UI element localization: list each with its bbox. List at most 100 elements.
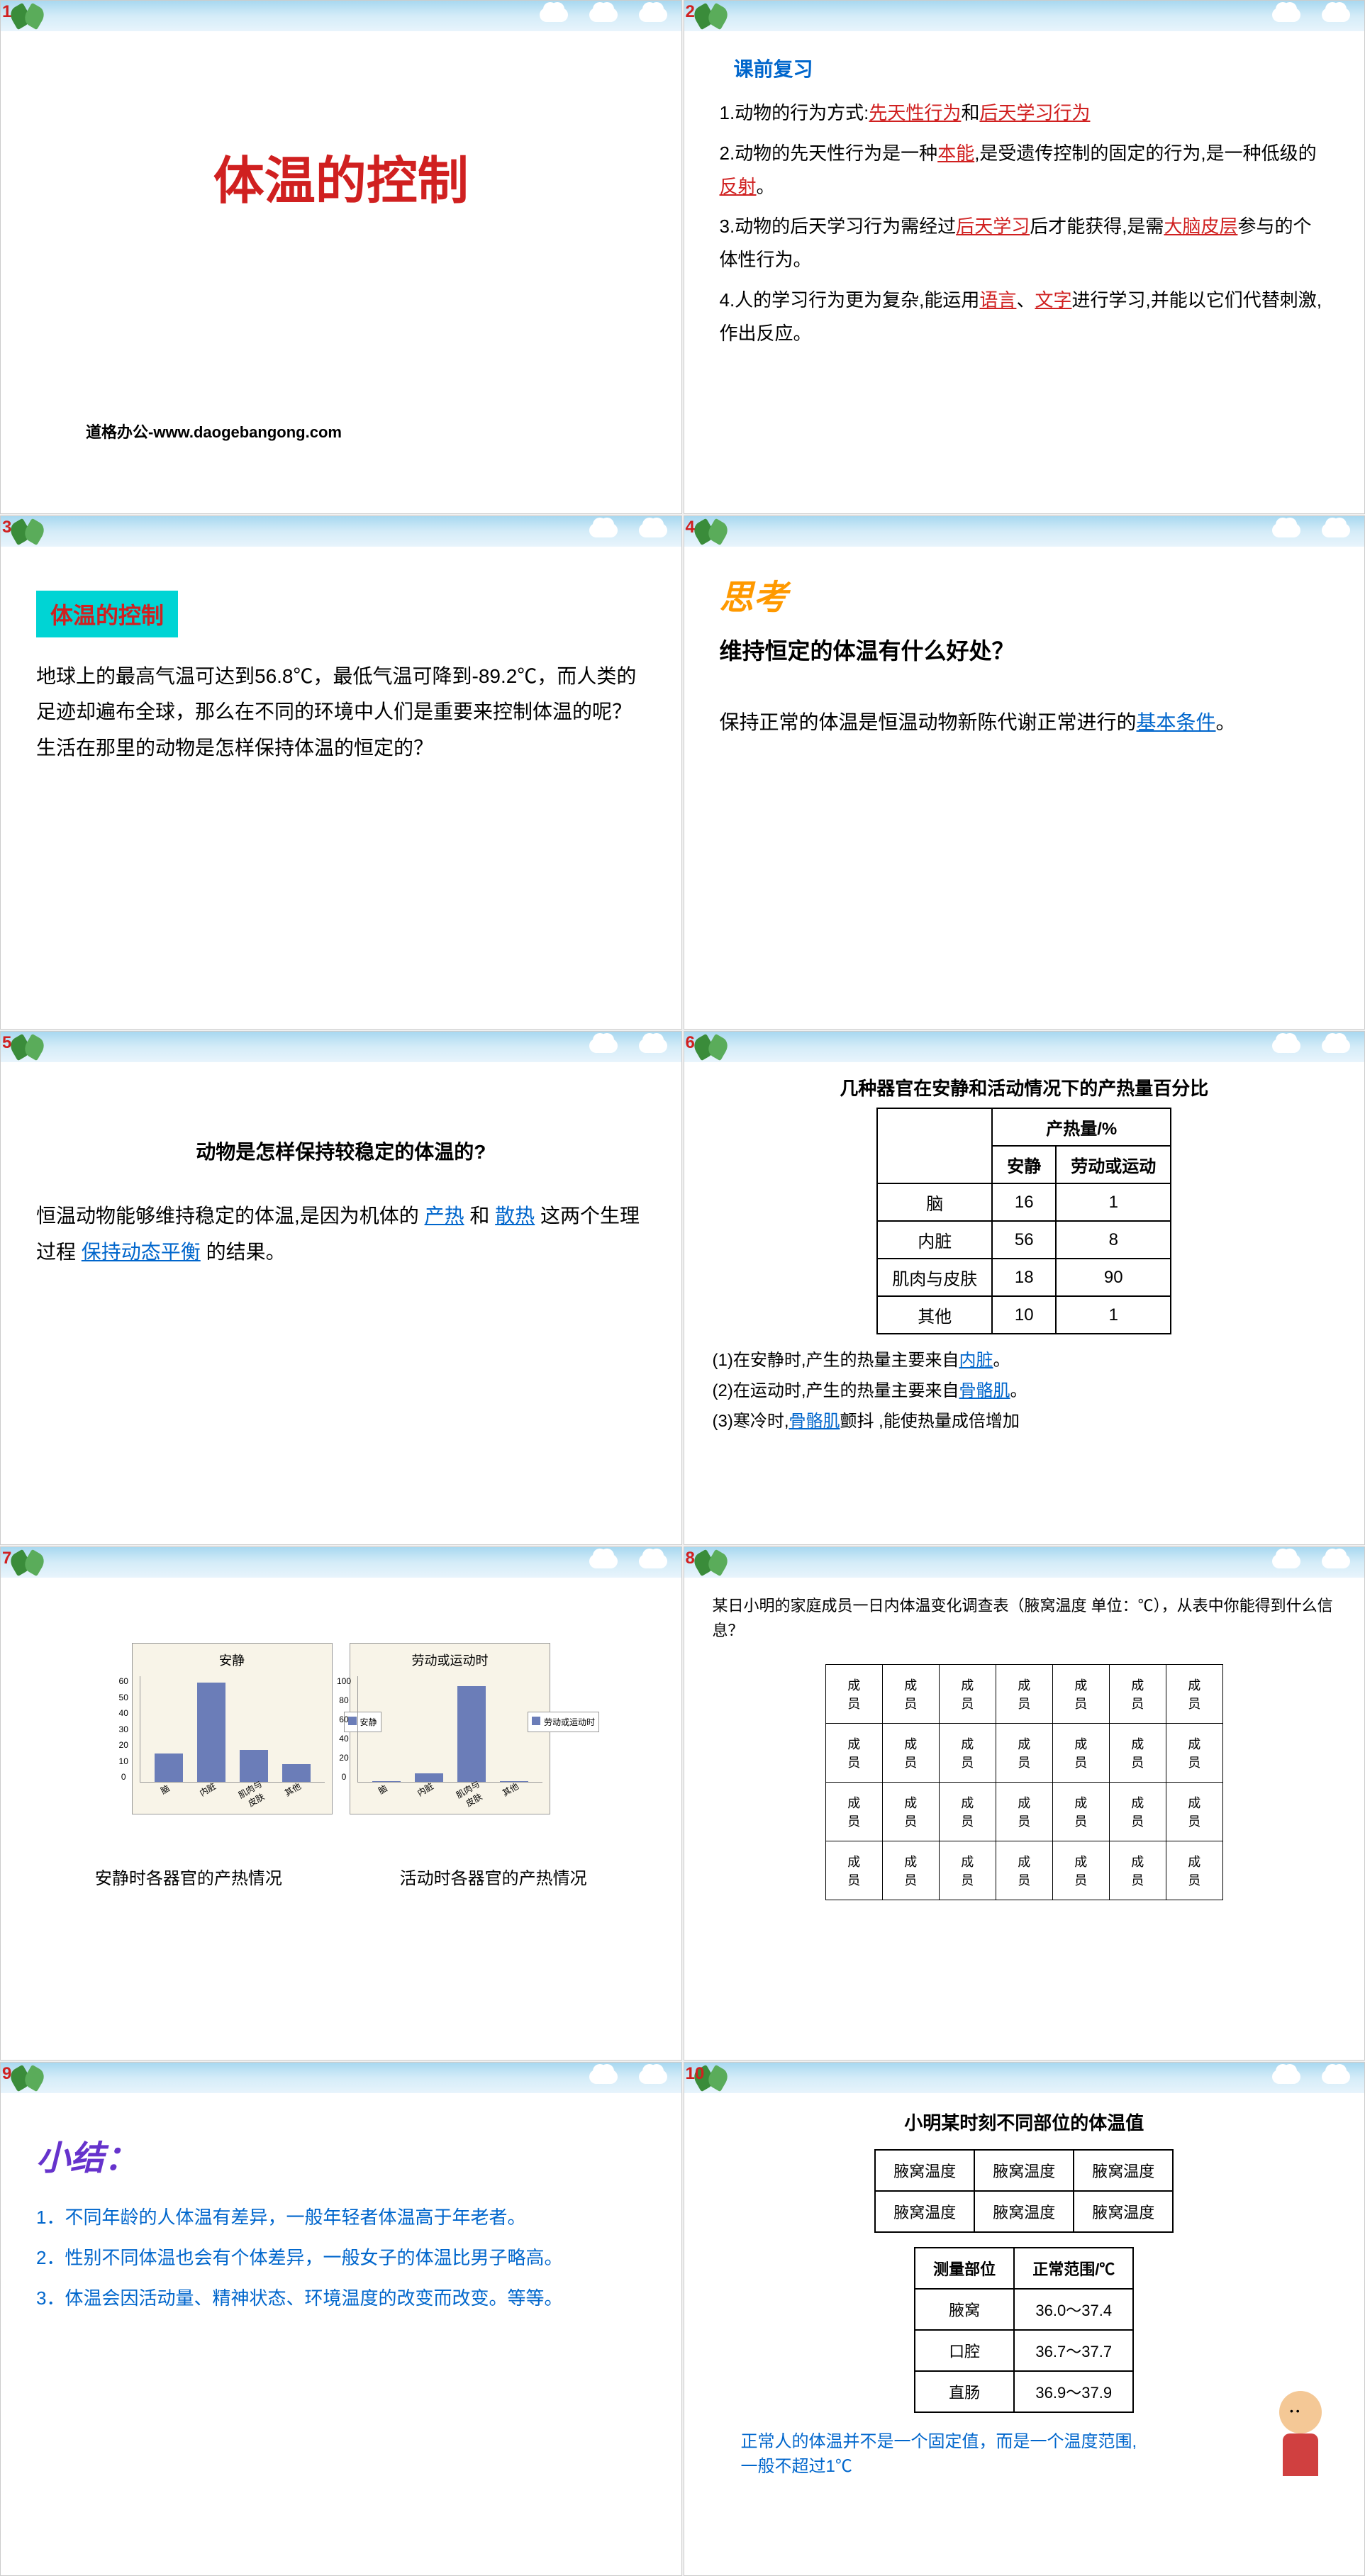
main-title: 体温的控制 xyxy=(1,139,681,213)
slide-number: 8 xyxy=(686,1549,695,1568)
header-bar xyxy=(1,1547,681,1579)
clouds-icon xyxy=(589,523,667,537)
table-row: 直肠36.9～37.9 xyxy=(915,2371,1133,2412)
slide-4: 4 思考 维持恒定的体温有什么好处？ 保持正常的体温是恒温动物新陈代谢正常进行的… xyxy=(684,515,1365,1030)
slide-grid: 1 体温的控制 道格办公-www.daogebangong.com 2 课前复习… xyxy=(0,0,1365,2576)
header-bar xyxy=(1,2063,681,2095)
note-item: (3)寒冷时,骨骼肌颤抖 ,能使热量成倍增加 xyxy=(713,1406,1337,1437)
cartoon-icon xyxy=(1265,2391,1336,2490)
note-text: 正常人的体温并不是一个固定值，而是一个温度范围, xyxy=(741,2432,1137,2451)
header-bar xyxy=(1,516,681,548)
clouds-icon xyxy=(589,2070,667,2084)
table-row: 成员成员成员成员成员成员成员 xyxy=(825,1724,1222,1783)
slide-number: 6 xyxy=(686,1033,695,1053)
leaf-icon xyxy=(11,1549,54,1577)
content: 思考 维持恒定的体温有什么好处？ 保持正常的体温是恒温动物新陈代谢正常进行的基本… xyxy=(684,548,1365,762)
body-text: 恒温动物能够维持稳定的体温,是因为机体的 产热 和 散热 这两个生理过程 保持动… xyxy=(36,1198,646,1270)
slide-1: 1 体温的控制 道格办公-www.daogebangong.com xyxy=(0,0,682,514)
note-item: (1)在安静时,产生的热量主要来自内脏。 xyxy=(713,1345,1337,1376)
leaf-icon xyxy=(11,2,54,30)
note-text: 一般不超过1℃ xyxy=(741,2457,852,2476)
slide-number: 5 xyxy=(2,1033,11,1053)
chart-rest: 安静0102030405060安静脑内脏肌肉与皮肤其他 xyxy=(132,1643,333,1814)
clouds-icon xyxy=(589,1039,667,1053)
table-header: 正常范围/℃ xyxy=(1014,2248,1133,2289)
slide-2: 2 课前复习 1.动物的行为方式:先天性行为和后天学习行为2.动物的先天性行为是… xyxy=(684,0,1365,514)
table-row: 成员成员成员成员成员成员成员 xyxy=(825,1665,1222,1724)
slide-number: 2 xyxy=(686,2,695,22)
table-row: 其他101 xyxy=(877,1296,1171,1334)
slide-6: 6 几种器官在安静和活动情况下的产热量百分比 产热量/% 安静劳动或运动 脑16… xyxy=(684,1031,1365,1545)
leaf-icon xyxy=(11,518,54,546)
content: 安静0102030405060安静脑内脏肌肉与皮肤其他 劳动或运动时020406… xyxy=(1,1579,681,1910)
question-text: 动物是怎样保持较稳定的体温的? xyxy=(36,1134,646,1170)
summary-item: 3．体温会因活动量、精神状态、环境温度的改变而改变。等等。 xyxy=(36,2282,646,2315)
table-row: 肌肉与皮肤1890 xyxy=(877,1259,1171,1296)
cyan-title-box: 体温的控制 xyxy=(36,591,178,637)
temp-range-table: 测量部位正常范围/℃ 腋窝36.0～37.4口腔36.7～37.7直肠36.9～… xyxy=(914,2247,1134,2413)
bottom-note: 正常人的体温并不是一个固定值，而是一个温度范围, 一般不超过1℃ xyxy=(713,2427,1337,2477)
text-answer: 保持动态平衡 xyxy=(82,1241,201,1263)
slide-9: 9 小结： 1．不同年龄的人体温有差异，一般年轻者体温高于年老者。2．性别不同体… xyxy=(0,2062,682,2576)
heat-table: 产热量/% 安静劳动或运动 脑161内脏568肌肉与皮肤1890其他101 xyxy=(876,1108,1171,1334)
table-header: 测量部位 xyxy=(915,2248,1014,2289)
header-bar xyxy=(684,1547,1365,1579)
header-bar xyxy=(1,1,681,33)
leaf-icon xyxy=(695,2,737,30)
leaf-icon xyxy=(695,518,737,546)
clouds-icon xyxy=(1272,2070,1350,2084)
review-item: 3.动物的后天学习行为需经过后天学习后才能获得,是需大脑皮层参与的个体性行为。 xyxy=(720,210,1330,277)
header-bar xyxy=(684,2063,1365,2095)
text-answer: 基本条件 xyxy=(1137,711,1216,733)
table-header: 劳动或运动 xyxy=(1056,1146,1171,1183)
text-post: 。 xyxy=(1216,711,1236,733)
review-items: 1.动物的行为方式:先天性行为和后天学习行为2.动物的先天性行为是一种本能,是受… xyxy=(720,96,1330,350)
slide-number: 4 xyxy=(686,518,695,537)
clouds-icon xyxy=(1272,1039,1350,1053)
summary-item: 2．性别不同体温也会有个体差异，一般女子的体温比男子略高。 xyxy=(36,2241,646,2275)
slide-number: 9 xyxy=(2,2064,11,2084)
leaf-icon xyxy=(695,1549,737,1577)
header-bar xyxy=(1,1032,681,1064)
think-title: 思考 xyxy=(720,569,1330,619)
leaf-icon xyxy=(695,1033,737,1061)
slide-number: 7 xyxy=(2,1549,11,1568)
question-text: 维持恒定的体温有什么好处？ xyxy=(720,633,1330,669)
table-row: 成员成员成员成员成员成员成员 xyxy=(825,1841,1222,1900)
text-pre: 保持正常的体温是恒温动物新陈代谢正常进行的 xyxy=(720,711,1137,733)
slide-8: 8 某日小明的家庭成员一日内体温变化调查表（腋窝温度 单位：℃），从表中你能得到… xyxy=(684,1546,1365,2061)
notes: (1)在安静时,产生的热量主要来自内脏。(2)在运动时,产生的热量主要来自骨骼肌… xyxy=(713,1345,1337,1437)
review-item: 4.人的学习行为更为复杂,能运用语言、文字进行学习,并能以它们代替刺激,作出反应… xyxy=(720,284,1330,350)
table-row: 脑161 xyxy=(877,1183,1171,1221)
slide-number: 1 xyxy=(2,2,11,22)
clouds-icon xyxy=(1272,8,1350,22)
content: 动物是怎样保持较稳定的体温的? 恒温动物能够维持稳定的体温,是因为机体的 产热 … xyxy=(1,1064,681,1291)
header-bar xyxy=(684,1032,1365,1064)
table-row: 腋窝温度腋窝温度腋窝温度 xyxy=(875,2150,1173,2191)
clouds-icon xyxy=(589,1554,667,1568)
text-mid: 和 xyxy=(469,1205,489,1227)
summary-items: 1．不同年龄的人体温有差异，一般年轻者体温高于年老者。2．性别不同体温也会有个体… xyxy=(36,2201,646,2314)
slide-7: 7 安静0102030405060安静脑内脏肌肉与皮肤其他 劳动或运动时0204… xyxy=(0,1546,682,2061)
table-row: 内脏568 xyxy=(877,1221,1171,1259)
content: 小明某时刻不同部位的体温值 腋窝温度腋窝温度腋窝温度腋窝温度腋窝温度腋窝温度 测… xyxy=(684,2095,1365,2491)
table-header: 安静 xyxy=(992,1146,1056,1183)
content: 体温的控制 地球上的最高气温可达到56.8℃，最低气温可降到-89.2℃，而人类… xyxy=(1,548,681,787)
slide-5: 5 动物是怎样保持较稳定的体温的? 恒温动物能够维持稳定的体温,是因为机体的 产… xyxy=(0,1031,682,1545)
text-answer: 产热 xyxy=(425,1205,464,1227)
clouds-icon xyxy=(540,8,667,22)
slide-3: 3 体温的控制 地球上的最高气温可达到56.8℃，最低气温可降到-89.2℃，而… xyxy=(0,515,682,1030)
review-item: 2.动物的先天性行为是一种本能,是受遗传控制的固定的行为,是一种低级的反射。 xyxy=(720,137,1330,203)
content: 小结： 1．不同年龄的人体温有差异，一般年轻者体温高于年老者。2．性别不同体温也… xyxy=(1,2095,681,2343)
slide-number: 10 xyxy=(686,2064,705,2084)
header-bar xyxy=(684,516,1365,548)
text-answer: 散热 xyxy=(495,1205,535,1227)
content: 几种器官在安静和活动情况下的产热量百分比 产热量/% 安静劳动或运动 脑161内… xyxy=(684,1064,1365,1448)
content: 某日小明的家庭成员一日内体温变化调查表（腋窝温度 单位：℃），从表中你能得到什么… xyxy=(684,1579,1365,1922)
chart-active: 劳动或运动时020406080100劳动或运动时脑内脏肌肉与皮肤其他 xyxy=(350,1643,550,1814)
table-row: 口腔36.7～37.7 xyxy=(915,2330,1133,2371)
chart-caption: 安静时各器官的产热情况 xyxy=(95,1864,282,1889)
text-post: 的结果。 xyxy=(206,1241,286,1263)
content: 课前复习 1.动物的行为方式:先天性行为和后天学习行为2.动物的先天性行为是一种… xyxy=(684,33,1365,379)
clouds-icon xyxy=(1272,523,1350,537)
